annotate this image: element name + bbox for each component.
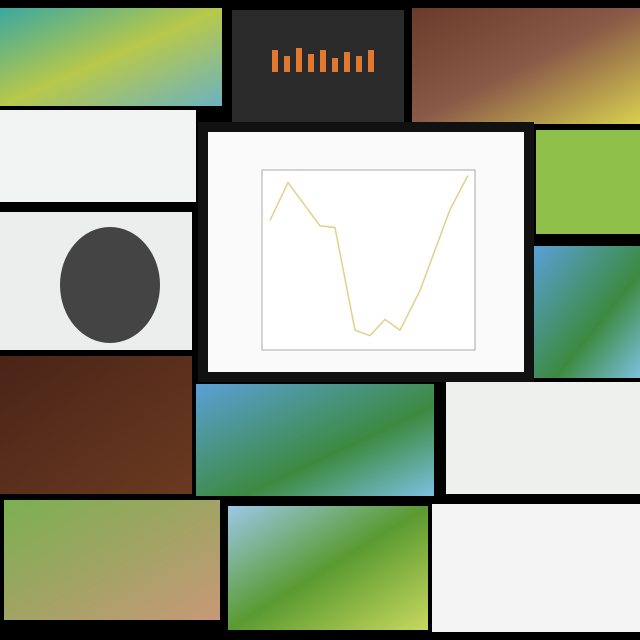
panel: [534, 246, 640, 378]
panel: [4, 500, 220, 620]
panel: [0, 356, 192, 494]
plot-area: [261, 169, 476, 351]
panel: [536, 130, 640, 234]
panel: [432, 504, 640, 632]
panel: [196, 384, 434, 496]
mini-bars: [272, 48, 374, 72]
plot: [269, 175, 469, 337]
specimen: [60, 227, 160, 343]
panel: [228, 506, 428, 630]
line: [269, 175, 469, 337]
panel: [232, 10, 404, 122]
panel: [446, 382, 640, 494]
panel: [0, 110, 196, 202]
panel: [0, 8, 222, 106]
panel: [412, 8, 640, 124]
